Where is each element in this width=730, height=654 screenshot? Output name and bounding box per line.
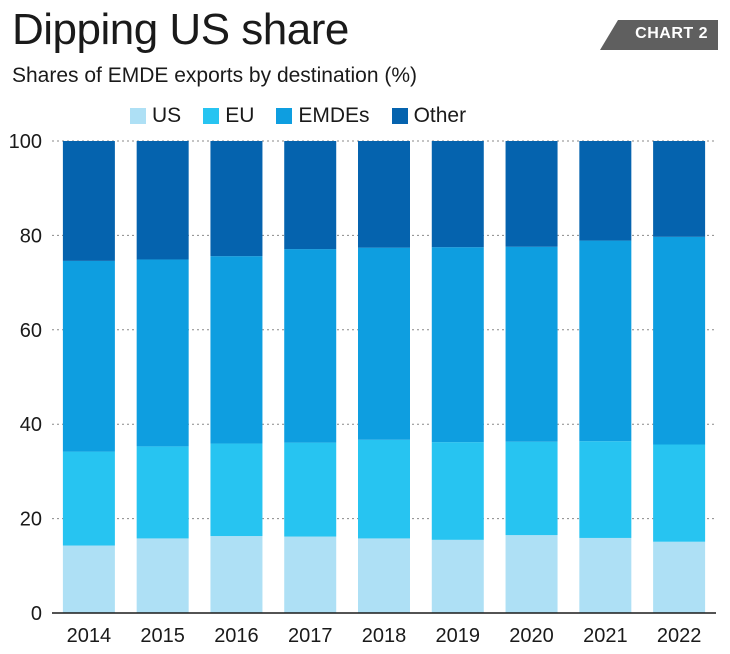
y-tick-label-100: 100	[9, 131, 42, 153]
legend-swatch-emdes	[276, 108, 293, 124]
bar-2017-us	[284, 536, 337, 613]
legend-label-us: US	[152, 104, 182, 127]
bar-2017-emdes	[284, 249, 337, 443]
y-tick-label-0: 0	[31, 603, 42, 625]
bar-2022-us	[653, 541, 706, 613]
x-tick-label-2019: 2019	[436, 625, 481, 647]
legend-item-eu: EU	[203, 104, 254, 128]
y-tick-label-60: 60	[20, 320, 42, 342]
x-tick-label-2021: 2021	[583, 625, 628, 647]
legend-item-other: Other	[391, 104, 467, 128]
badge-background	[600, 20, 718, 50]
legend-swatch-other	[391, 108, 408, 124]
bar-2016-us	[210, 536, 263, 613]
bar-2015-eu	[136, 446, 189, 539]
legend-swatch-us	[130, 108, 146, 124]
bar-2019-emdes	[431, 247, 484, 443]
chart-title: Dipping US share	[12, 5, 349, 54]
bar-2015-other	[136, 141, 189, 260]
bar-2014-eu	[62, 451, 115, 546]
legend-label-emdes: EMDEs	[298, 104, 370, 127]
bar-2020-eu	[505, 441, 558, 536]
x-tick-label-2015: 2015	[140, 625, 185, 647]
bar-2014-us	[62, 545, 115, 613]
chart-badge: CHART 2	[600, 20, 718, 50]
bar-2019-us	[431, 539, 484, 613]
y-tick-label-40: 40	[20, 414, 42, 436]
bar-2022-emdes	[653, 236, 706, 445]
x-tick-label-2020: 2020	[509, 625, 554, 647]
bar-2021-other	[579, 141, 632, 241]
bar-2017-eu	[284, 442, 337, 537]
x-tick-label-2018: 2018	[362, 625, 407, 647]
bar-2016-emdes	[210, 256, 263, 444]
bar-2016-other	[210, 141, 263, 257]
legend-swatch-eu	[203, 108, 220, 124]
y-tick-label-20: 20	[20, 509, 42, 531]
bar-2018-us	[358, 538, 410, 613]
x-tick-label-2014: 2014	[67, 625, 112, 647]
x-tick-label-2017: 2017	[288, 625, 333, 647]
bar-2014-emdes	[62, 260, 115, 452]
bar-2014-other	[62, 141, 115, 261]
chart-subtitle: Shares of EMDE exports by destination (%…	[12, 64, 418, 87]
badge-label: CHART 2	[635, 25, 708, 42]
bar-2021-eu	[579, 441, 632, 538]
legend-label-other: Other	[413, 104, 467, 127]
bar-2020-us	[505, 535, 558, 613]
bar-2019-other	[431, 141, 484, 248]
bar-2018-other	[358, 141, 410, 248]
x-tick-label-2022: 2022	[657, 625, 702, 647]
legend-label-eu: EU	[225, 104, 255, 127]
x-tick-label-2016: 2016	[214, 625, 259, 647]
bar-2018-eu	[358, 439, 410, 539]
bar-2019-eu	[431, 442, 484, 540]
legend-item-emdes: EMDEs	[276, 104, 370, 128]
bar-2018-emdes	[358, 247, 410, 440]
chart-legend: US EU EMDEs Other	[130, 104, 466, 128]
bar-2015-us	[136, 538, 189, 613]
legend-item-us: US	[130, 104, 181, 128]
bar-2020-other	[505, 141, 558, 247]
bar-2021-emdes	[579, 240, 632, 442]
bar-2022-eu	[653, 444, 706, 542]
bar-2021-us	[579, 537, 632, 613]
bar-2022-other	[653, 141, 706, 237]
bar-2020-emdes	[505, 246, 558, 442]
y-tick-label-80: 80	[20, 225, 42, 247]
bar-2015-emdes	[136, 259, 189, 447]
bar-2016-eu	[210, 443, 263, 537]
bar-2017-other	[284, 141, 337, 250]
